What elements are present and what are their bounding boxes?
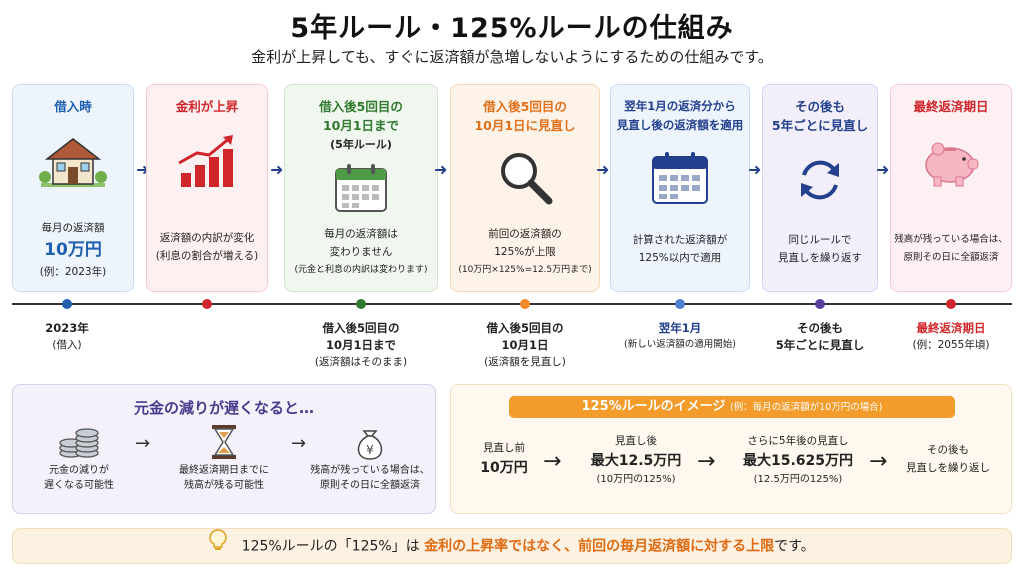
flow-arrow: ➜ xyxy=(434,160,448,179)
step-head: 10月1日まで xyxy=(322,118,400,133)
tip-bar: 125%ルールの「125%」は 金利の上昇率ではなく、前回の毎月返済額に対する上… xyxy=(12,528,1012,564)
flow-arrow: ➜ xyxy=(876,160,890,179)
step-card-repeat: その後も 5年ごとに見直し 同じルールで 見直しを繰り返す xyxy=(762,84,878,292)
tip-suffix: です。 xyxy=(774,538,815,555)
flow-arrow: → xyxy=(135,433,151,454)
step-line: 計算された返済額が xyxy=(632,234,728,246)
timeline-label: 最終返済期日 (例：2055年頃) xyxy=(912,321,990,351)
timeline-line xyxy=(12,303,1012,305)
step-line: 見直しを繰り返す xyxy=(778,252,862,264)
timeline-label: 2023年 (借入) xyxy=(45,321,89,351)
piggy-bank-icon xyxy=(891,137,1011,189)
step-line: 残高が残っている場合は、 xyxy=(894,234,1008,245)
step-card-rate-rise: 金利が上昇 返済額の内訳が変化 (利息の割合が増える) xyxy=(146,84,268,292)
principal-item: 元金の減りが 遅くなる可能性 xyxy=(19,423,139,493)
flow-arrow: → xyxy=(543,449,562,474)
flow-arrow: → xyxy=(869,449,888,474)
step-head-note: (5年ルール) xyxy=(330,138,392,151)
timeline-dot xyxy=(356,299,366,309)
step-value: 10万円 xyxy=(44,240,102,260)
step-line: 変わりません xyxy=(329,246,393,258)
step-line: 毎月の返済額 xyxy=(41,222,105,234)
magnifier-icon xyxy=(451,147,599,207)
step-head: 借入後5回目の xyxy=(319,99,403,114)
step-head: その後も xyxy=(794,99,845,114)
step-line: 毎月の返済額は xyxy=(324,228,398,240)
step-card-apply: 翌年1月の返済分から 見直し後の返済額を適用 計算された返済額が 125%以内で… xyxy=(610,84,750,292)
refresh-icon xyxy=(763,155,877,205)
step-line: 125%以内で適用 xyxy=(638,252,722,264)
timeline-label: 借入後5回目の 10月1日 (返済額を見直し) xyxy=(484,321,566,368)
timeline-dot xyxy=(202,299,212,309)
tip-prefix: 125%ルールの「125%」は xyxy=(241,538,420,555)
step-card-five-year-rule: 借入後5回目の 10月1日まで (5年ルール) 毎月の返済額は 変わりません (… xyxy=(284,84,438,292)
house-icon xyxy=(13,133,133,189)
flow-arrow: → xyxy=(291,433,307,454)
step-head: 借入後5回目の xyxy=(483,99,567,114)
step-note: (例：2023年) xyxy=(39,266,107,278)
timeline-dot xyxy=(675,299,685,309)
rule-125-panel: 125%ルールのイメージ (例：毎月の返済額が10万円の場合) 見直し前 10万… xyxy=(450,384,1012,514)
then-repeat: その後も 見直しを繰り返し xyxy=(906,444,990,474)
next-value: さらに5年後の見直し 最大15.625万円 (12.5万円の125%) xyxy=(742,435,854,485)
principal-panel: 元金の減りが遅くなると… 元金の減りが 遅くなる可能性 → 最終返済期日までに 残高… xyxy=(12,384,436,514)
step-head: 借入時 xyxy=(54,99,92,114)
principal-item: 最終返済期日までに 残高が残る可能性 xyxy=(159,423,289,493)
step-note: (10万円×125%=12.5万円まで) xyxy=(458,265,592,275)
principal-item: ¥ 残高が残っている場合は、 原則その日に全額返済 xyxy=(305,423,435,493)
step-card-borrowing: 借入時 毎月の返済額 10万円 (例：2023年) xyxy=(12,84,134,292)
step-line: 同じルールで xyxy=(788,234,852,246)
calendar-icon xyxy=(285,163,437,213)
rising-chart-icon xyxy=(147,133,267,189)
principal-title: 元金の減りが遅くなると… xyxy=(133,399,314,417)
timeline-dot xyxy=(815,299,825,309)
step-head: 見直し後の返済額を適用 xyxy=(616,118,744,132)
timeline-label: その後も 5年ごとに見直し xyxy=(775,321,865,352)
step-line: 125%が上限 xyxy=(494,246,556,258)
before-value: 見直し前 10万円 xyxy=(480,442,528,476)
timeline-dot xyxy=(946,299,956,309)
svg-text:¥: ¥ xyxy=(366,443,374,457)
step-note: (利息の割合が増える) xyxy=(155,250,259,262)
coins-icon xyxy=(19,423,139,463)
flow-arrow: ➜ xyxy=(596,160,610,179)
flow-arrow: → xyxy=(697,449,716,474)
step-card-final-date: 最終返済期日 残高が残っている場合は、 原則その日に全額返済 xyxy=(890,84,1012,292)
timeline-dot xyxy=(62,299,72,309)
step-line: 原則その日に全額返済 xyxy=(903,252,999,263)
step-line: 前回の返済額の xyxy=(488,228,562,240)
page-subtitle: 金利が上昇しても、すぐに返済額が急増しないようにするための仕組みです。 xyxy=(251,48,773,66)
calendar-icon xyxy=(611,151,749,205)
timeline-label: 借入後5回目の 10月1日まで (返済額はそのまま) xyxy=(314,321,408,368)
flow-arrow: ➜ xyxy=(270,160,284,179)
step-card-review: 借入後5回目の 10月1日に見直し 前回の返済額の 125%が上限 (10万円×… xyxy=(450,84,600,292)
step-head: 5年ごとに見直し xyxy=(771,118,869,133)
step-head: 10月1日に見直し xyxy=(474,118,576,133)
timeline-dot xyxy=(520,299,530,309)
step-head: 最終返済期日 xyxy=(913,99,989,114)
page-title: 5年ルール・125%ルールの仕組み xyxy=(290,13,734,44)
timeline-label: 翌年1月 (新しい返済額の適用開始) xyxy=(624,321,736,350)
flow-arrow: ➜ xyxy=(748,160,762,179)
step-head: 翌年1月の返済分から xyxy=(624,99,736,113)
rule-125-title: 125%ルールのイメージ (例：毎月の返済額が10万円の場合) xyxy=(509,396,955,418)
lightbulb-icon xyxy=(209,529,227,564)
step-head: 金利が上昇 xyxy=(175,99,239,114)
money-bag-icon: ¥ xyxy=(305,423,435,463)
tip-highlight: 金利の上昇率ではなく、前回の毎月返済額に対する上限 xyxy=(424,538,775,555)
after-value: 見直し後 最大12.5万円 (10万円の125%) xyxy=(590,435,682,485)
hourglass-icon xyxy=(159,423,289,463)
step-line: 返済額の内訳が変化 xyxy=(159,232,255,244)
step-note: (元金と利息の内訳は変わります) xyxy=(294,265,428,275)
